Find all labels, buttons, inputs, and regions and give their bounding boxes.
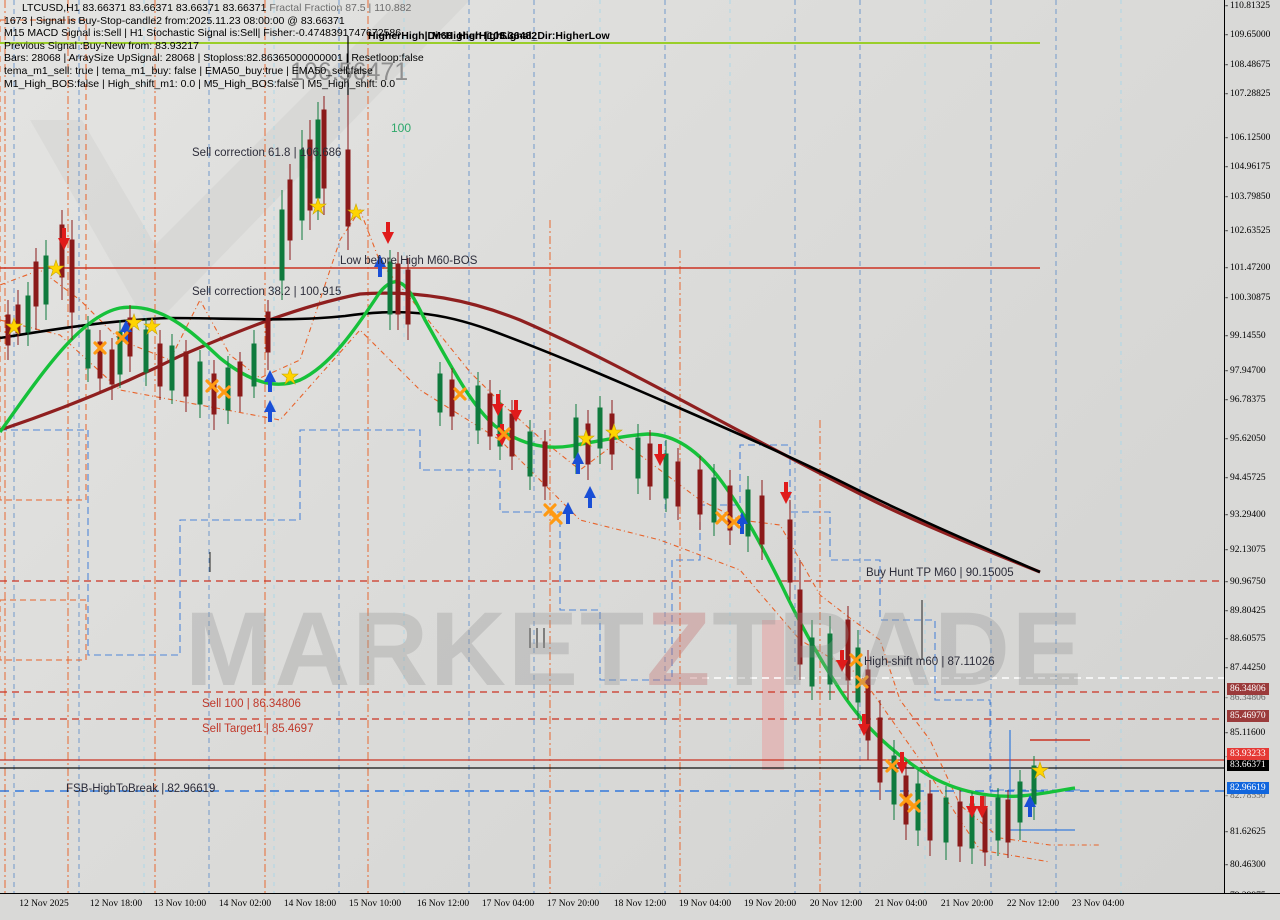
annotation-high-shift-m60: High-shift m60 | 87.11026: [864, 656, 995, 668]
time-tick-label: 16 Nov 12:00: [416, 899, 470, 909]
time-tick-label: 21 Nov 04:00: [874, 899, 928, 909]
time-tick-label: 12 Nov 2025: [19, 899, 69, 909]
price-tag-2[interactable]: 83.66371: [1227, 759, 1269, 771]
price-tick: -85.11600: [1225, 728, 1266, 738]
price-tick: -96.78375: [1225, 395, 1266, 405]
annotation-sell-target1: Sell Target1 | 85.4697: [202, 723, 314, 735]
price-tick: -99.14550: [1225, 331, 1266, 341]
time-tick-label: 15 Nov 10:00: [348, 899, 402, 909]
price-tick-label: 95.62050: [1230, 434, 1266, 444]
level-100-label: 100: [391, 121, 412, 135]
annotation-sell-100: Sell 100 | 86.34806: [202, 698, 301, 710]
time-axis[interactable]: 12 Nov 2025 12 Nov 18:00 13 Nov 10:00 14 No…: [0, 893, 1280, 920]
price-tick: -80.46300: [1225, 860, 1266, 870]
price-tick-label: 90.96750: [1230, 577, 1266, 587]
time-tick-label: 22 Nov 12:00: [1006, 899, 1060, 909]
price-tick-label: 109.65000: [1230, 30, 1271, 40]
price-tick: -101.47200: [1225, 263, 1271, 273]
crosshair-price-readout: 106.56471: [290, 58, 409, 86]
price-tick: -90.96750: [1225, 577, 1266, 587]
time-tick-label: 14 Nov 18:00: [283, 899, 337, 909]
price-tick-faded: -86.34806: [1225, 693, 1266, 703]
price-tick-label: 101.47200: [1230, 263, 1271, 273]
price-tick-label: 89.80425: [1230, 606, 1266, 616]
price-tick: -110.81325: [1225, 1, 1271, 11]
price-tick-label: 97.94700: [1230, 366, 1266, 376]
time-tick-label: 21 Nov 20:00: [940, 899, 994, 909]
price-tick-label: 104.96175: [1230, 162, 1271, 172]
price-tick-label: 80.46300: [1230, 860, 1266, 870]
price-tick: -106.12500: [1225, 133, 1271, 143]
price-tick-label: 87.44250: [1230, 663, 1266, 673]
price-tick-label: 88.60575: [1230, 634, 1266, 644]
sell-arrow-markers: [58, 222, 988, 818]
watermark-main: MARKET: [185, 591, 647, 708]
time-tick-label: 14 Nov 02:00: [218, 899, 272, 909]
header-overlap-label-0: HigherHigh|Dir:HigherHigh: [368, 30, 503, 42]
price-tick: -81.62625: [1225, 827, 1266, 837]
price-tag-4[interactable]: 83.93233: [1227, 748, 1269, 760]
price-tick: -102.63525: [1225, 226, 1271, 236]
annotation-fsb-high-to-break: FSB-HighToBreak | 82.96619: [66, 783, 216, 795]
time-tick-label: 13 Nov 10:00: [153, 899, 207, 909]
price-axis[interactable]: -86.34806-82.78550-83.93233-110.81325-10…: [1224, 0, 1280, 901]
price-tick-label: 110.81325: [1230, 1, 1271, 11]
price-tick-label: 100.30875: [1230, 293, 1271, 303]
time-tick-label: 19 Nov 20:00: [743, 899, 797, 909]
price-tick: -108.48675: [1225, 60, 1271, 70]
price-tick: -94.45725: [1225, 473, 1266, 483]
price-tag-1[interactable]: 85.46970: [1227, 710, 1269, 722]
time-tick-label: 12 Nov 18:00: [89, 899, 143, 909]
price-tick: -92.13075: [1225, 545, 1266, 555]
price-tick: -95.62050: [1225, 434, 1266, 444]
annotation-low-before-high: Low before High M60-BOS: [340, 255, 478, 267]
price-tick-label: 106.12500: [1230, 133, 1271, 143]
price-tick-label: 99.14550: [1230, 331, 1266, 341]
price-tick: -89.80425: [1225, 606, 1266, 616]
price-tick-label: 92.13075: [1230, 545, 1266, 555]
chart-svg: [0, 0, 1224, 893]
price-tick-label: 81.62625: [1230, 827, 1266, 837]
header-overlap-label-2: Signal_Dir:HigherLow: [500, 30, 610, 42]
star-markers: [5, 197, 1049, 779]
price-tick: -87.44250: [1225, 663, 1266, 673]
price-tag-0[interactable]: 86.34806: [1227, 683, 1269, 695]
price-tag-3[interactable]: 82.96619: [1227, 782, 1269, 794]
price-tick: -109.65000: [1225, 30, 1271, 40]
chart-plot-area[interactable]: MARKETZTRADE 106.56471 100 Sell correcti…: [0, 0, 1224, 893]
price-tick: -100.30875: [1225, 293, 1271, 303]
price-tick: -93.29400: [1225, 510, 1266, 520]
price-tick-label: 85.11600: [1230, 728, 1266, 738]
header-overlap-label-1: M60_High |109.36482: [432, 30, 538, 42]
brand-watermark: MARKETZTRADE: [185, 590, 1084, 710]
price-tick-faded: -82.78550: [1225, 791, 1266, 801]
time-tick-label: 19 Nov 04:00: [678, 899, 732, 909]
price-tick-label: 107.28825: [1230, 89, 1271, 99]
price-tick-label: 103.79850: [1230, 192, 1271, 202]
annotation-sell-correction-618: Sell correction 61.8 | 106.686: [192, 147, 342, 159]
price-tick: -88.60575: [1225, 634, 1266, 644]
price-tick: -104.96175: [1225, 162, 1271, 172]
time-tick-label: 17 Nov 20:00: [546, 899, 600, 909]
watermark-tail: TRADE: [712, 591, 1084, 708]
price-tick: -107.28825: [1225, 89, 1271, 99]
time-tick-label: 23 Nov 04:00: [1071, 899, 1125, 909]
price-tick: -103.79850: [1225, 192, 1271, 202]
price-tick-label: 102.63525: [1230, 226, 1271, 236]
price-tick: -97.94700: [1225, 366, 1266, 376]
price-tick-label: 93.29400: [1230, 510, 1266, 520]
time-tick-label: 18 Nov 12:00: [613, 899, 667, 909]
annotation-sell-correction-382: Sell correction 38.2 | 100.915: [192, 286, 342, 298]
watermark-accent: Z: [646, 591, 713, 708]
brand-checkmark-watermark: [30, 0, 470, 330]
time-tick-label: 17 Nov 04:00: [481, 899, 535, 909]
price-tick-label: 108.48675: [1230, 60, 1271, 70]
price-tick-label: 96.78375: [1230, 395, 1266, 405]
x-markers: [93, 331, 921, 813]
time-tick-label: 20 Nov 12:00: [809, 899, 863, 909]
price-tick-label: 94.45725: [1230, 473, 1266, 483]
buy-arrow-markers: [120, 255, 1036, 817]
annotation-buy-hunt-tp-m60: Buy Hunt TP M60 | 90.15005: [866, 567, 1014, 579]
